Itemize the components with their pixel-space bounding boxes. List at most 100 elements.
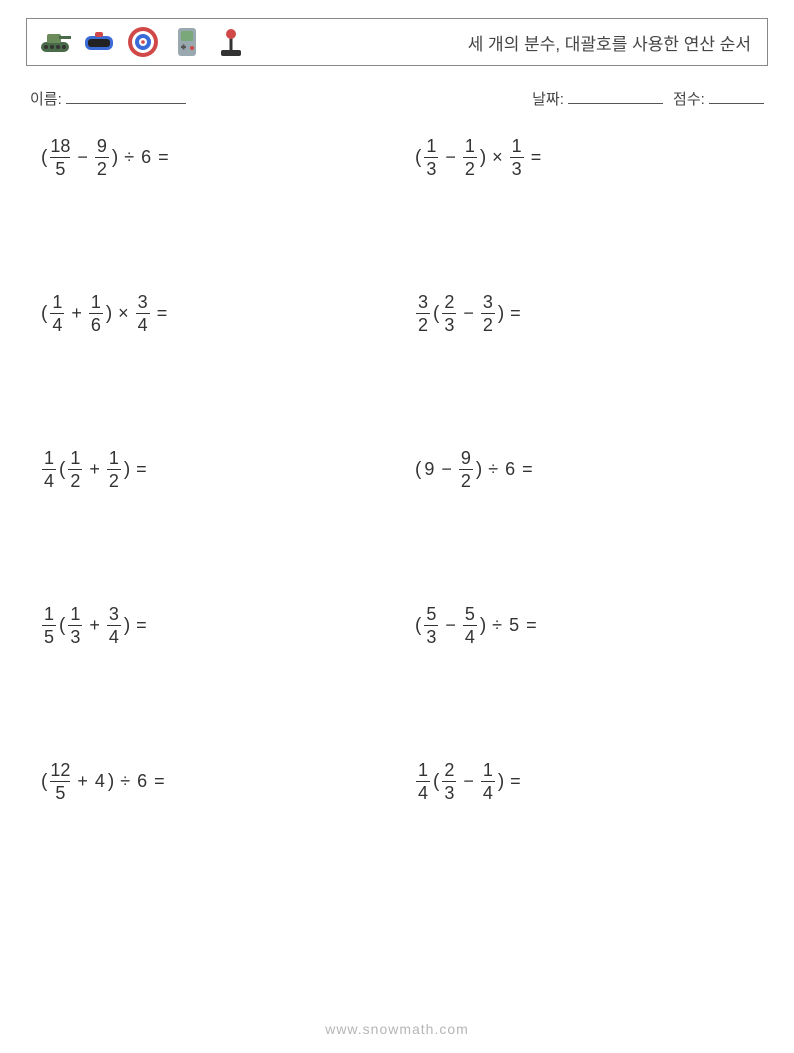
denominator: 3: [512, 158, 522, 178]
problem: (9−92)÷6=: [414, 449, 768, 490]
denominator: 2: [109, 470, 119, 490]
operator: ÷: [488, 459, 498, 480]
numerator: 2: [444, 293, 454, 313]
whole-number: 6: [137, 771, 147, 792]
denominator: 4: [465, 626, 475, 646]
fraction: 16: [89, 293, 103, 334]
right-paren: ): [480, 615, 486, 637]
left-paren: (: [433, 303, 439, 325]
fraction: 14: [50, 293, 64, 334]
fraction: 13: [510, 137, 524, 178]
left-paren: (: [41, 771, 47, 793]
numerator: 9: [97, 137, 107, 157]
operator: −: [441, 459, 452, 480]
fraction: 54: [463, 605, 477, 646]
fraction: 32: [416, 293, 430, 334]
denominator: 3: [426, 158, 436, 178]
numerator: 1: [426, 137, 436, 157]
problem: 14(12+12)=: [40, 449, 394, 490]
fraction: 12: [68, 449, 82, 490]
left-paren: (: [59, 615, 65, 637]
fraction: 32: [481, 293, 495, 334]
whole-number: 5: [509, 615, 519, 636]
left-paren: (: [41, 303, 47, 325]
operator: ÷: [492, 615, 502, 636]
operator: −: [463, 303, 474, 324]
equals-sign: =: [157, 303, 168, 324]
numerator: 5: [465, 605, 475, 625]
header-box: 세 개의 분수, 대괄호를 사용한 연산 순서: [26, 18, 768, 66]
denominator: 3: [444, 314, 454, 334]
footer-watermark: www.snowmath.com: [0, 1021, 794, 1037]
equals-sign: =: [526, 615, 537, 636]
operator: +: [89, 615, 100, 636]
fraction: 12: [463, 137, 477, 178]
name-label: 이름:: [30, 88, 62, 109]
numerator: 1: [70, 605, 80, 625]
problem: (185−92)÷6=: [40, 137, 394, 178]
denominator: 2: [461, 470, 471, 490]
numerator: 9: [461, 449, 471, 469]
equals-sign: =: [531, 147, 542, 168]
denominator: 4: [418, 782, 428, 802]
numerator: 1: [109, 449, 119, 469]
right-paren: ): [124, 615, 130, 637]
date-label: 날짜:: [532, 91, 564, 108]
operator: ×: [492, 147, 503, 168]
whole-number: 6: [141, 147, 151, 168]
left-paren: (: [415, 147, 421, 169]
score-label: 점수:: [673, 91, 705, 108]
operator: ÷: [124, 147, 134, 168]
numerator: 2: [444, 761, 454, 781]
problem: 14(23−14)=: [414, 761, 768, 802]
denominator: 2: [97, 158, 107, 178]
numerator: 1: [52, 293, 62, 313]
right-paren: ): [108, 771, 114, 793]
denominator: 2: [418, 314, 428, 334]
denominator: 3: [444, 782, 454, 802]
gameboy-icon: [169, 24, 205, 60]
problem: (53−54)÷5=: [414, 605, 768, 646]
dartboard-icon: [125, 24, 161, 60]
right-paren: ): [480, 147, 486, 169]
fraction: 125: [50, 761, 70, 802]
fraction: 13: [68, 605, 82, 646]
problem: 32(23−32)=: [414, 293, 768, 334]
right-paren: ): [124, 459, 130, 481]
numerator: 3: [418, 293, 428, 313]
left-paren: (: [41, 147, 47, 169]
numerator: 1: [465, 137, 475, 157]
score-blank: [709, 88, 764, 104]
joystick-icon: [213, 24, 249, 60]
tank-icon: [37, 24, 73, 60]
right-paren: ): [106, 303, 112, 325]
fraction: 34: [107, 605, 121, 646]
denominator: 4: [52, 314, 62, 334]
equals-sign: =: [510, 303, 521, 324]
operator: −: [77, 147, 88, 168]
denominator: 3: [70, 626, 80, 646]
numerator: 5: [426, 605, 436, 625]
problem: (125+4)÷6=: [40, 761, 394, 802]
numerator: 1: [44, 449, 54, 469]
fraction: 34: [136, 293, 150, 334]
denominator: 2: [70, 470, 80, 490]
left-paren: (: [59, 459, 65, 481]
whole-number: 4: [95, 771, 105, 792]
equals-sign: =: [136, 459, 147, 480]
operator: −: [445, 615, 456, 636]
denominator: 2: [483, 314, 493, 334]
denominator: 4: [44, 470, 54, 490]
operator: −: [445, 147, 456, 168]
fraction: 12: [107, 449, 121, 490]
name-field: 이름:: [30, 88, 186, 109]
right-paren: ): [112, 147, 118, 169]
left-paren: (: [415, 459, 421, 481]
numerator: 1: [91, 293, 101, 313]
numerator: 1: [512, 137, 522, 157]
numerator: 1: [70, 449, 80, 469]
name-blank: [66, 88, 186, 104]
numerator: 12: [50, 761, 70, 781]
fraction: 92: [459, 449, 473, 490]
denominator: 2: [465, 158, 475, 178]
